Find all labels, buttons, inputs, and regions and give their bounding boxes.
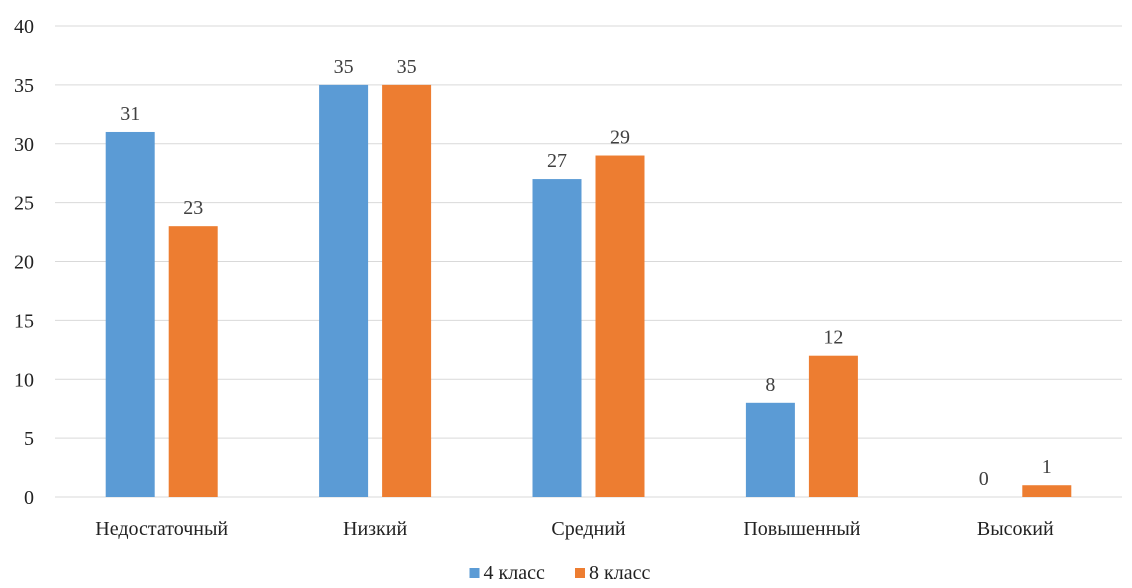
legend-swatch-2 bbox=[575, 568, 585, 578]
x-category-label: Высокий bbox=[977, 518, 1054, 540]
data-label: 8 bbox=[765, 374, 775, 396]
legend-label: 4 класс bbox=[484, 562, 545, 584]
bar-1-3 bbox=[532, 179, 582, 497]
y-tick-label: 20 bbox=[14, 252, 34, 274]
legend-swatch-1 bbox=[469, 568, 480, 578]
bar-1-4 bbox=[745, 402, 795, 497]
y-tick-label: 5 bbox=[24, 428, 34, 450]
y-axis-ticks: 0 5 10 15 20 25 30 35 40 bbox=[14, 16, 34, 509]
y-tick-label: 10 bbox=[14, 369, 34, 391]
bar-2-4 bbox=[808, 355, 858, 497]
y-tick-label: 40 bbox=[14, 16, 34, 38]
x-category-label: Недостаточный bbox=[95, 518, 228, 540]
x-category-label: Средний bbox=[551, 518, 626, 540]
data-label: 35 bbox=[397, 56, 417, 78]
data-label: 27 bbox=[547, 150, 567, 172]
y-tick-label: 35 bbox=[14, 75, 34, 97]
bar-2-2 bbox=[382, 84, 432, 497]
data-label: 12 bbox=[823, 327, 843, 349]
bars bbox=[105, 84, 1072, 498]
data-label: 29 bbox=[610, 127, 630, 149]
legend-label: 8 класс bbox=[589, 562, 650, 584]
y-tick-label: 30 bbox=[14, 134, 34, 156]
data-label: 35 bbox=[334, 56, 354, 78]
y-tick-label: 15 bbox=[14, 310, 34, 332]
data-label: 1 bbox=[1042, 456, 1052, 478]
data-label: 0 bbox=[979, 468, 989, 490]
x-axis-categories: Недостаточный Низкий Средний Повышенный Высо… bbox=[95, 518, 1054, 540]
bar-1-1 bbox=[105, 131, 155, 497]
gridlines bbox=[55, 25, 1122, 498]
bar-2-3 bbox=[595, 155, 645, 497]
data-label: 31 bbox=[120, 103, 140, 125]
data-labels: 31 23 35 35 27 29 8 12 0 1 bbox=[120, 56, 1052, 490]
y-tick-label: 0 bbox=[24, 487, 34, 509]
legend: 4 класс 8 класс bbox=[469, 562, 650, 584]
bar-1-2 bbox=[319, 84, 369, 497]
bar-2-1 bbox=[168, 226, 218, 498]
x-category-label: Низкий bbox=[343, 518, 407, 540]
x-category-label: Повышенный bbox=[743, 518, 860, 540]
bar-2-5 bbox=[1022, 485, 1072, 497]
data-label: 23 bbox=[183, 197, 203, 219]
y-tick-label: 25 bbox=[14, 193, 34, 215]
